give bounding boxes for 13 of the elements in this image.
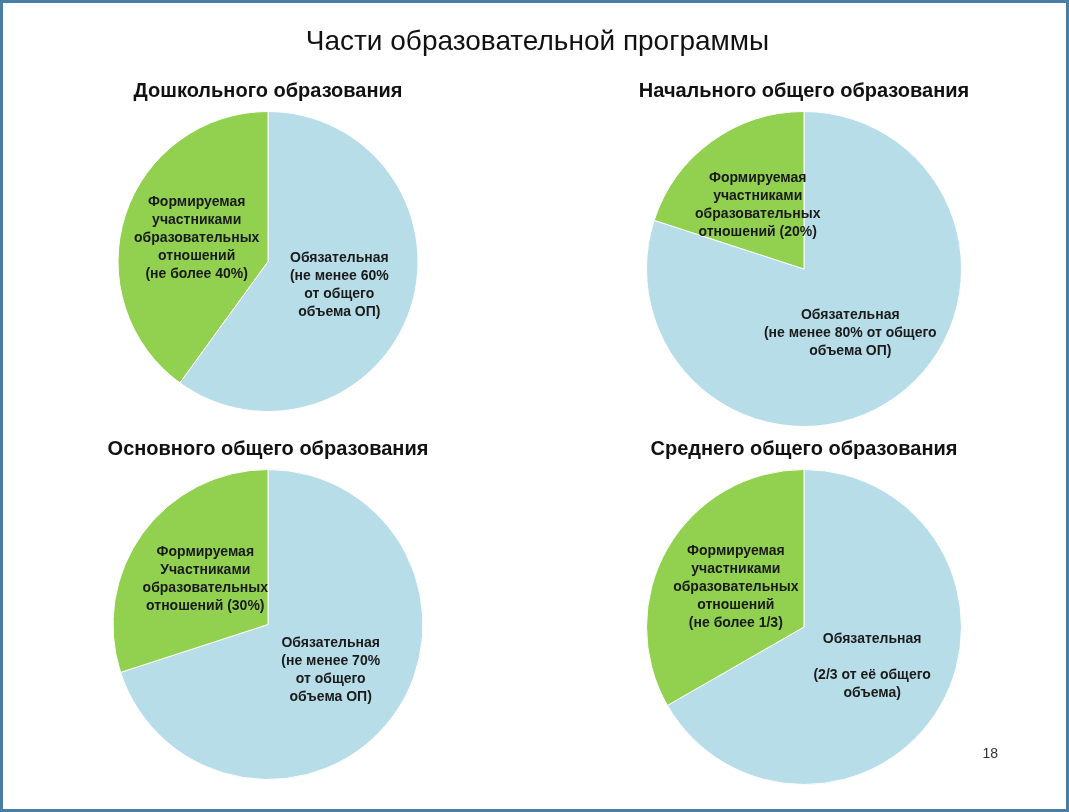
slice-label: Обязательная (не менее 70% от общего объема ОП): [281, 633, 381, 704]
slice-label: Обязательная (не менее 60% от общего объема ОП): [289, 248, 390, 319]
chart-title: Дошкольного образования: [133, 78, 403, 101]
slice-label: Формируемая участниками образовательных отношений (не более 1/3): [673, 542, 799, 631]
slice-label: Формируемая Участниками образовательных отношений (30%): [142, 542, 269, 613]
text: 18: [982, 745, 998, 761]
category-label: Обязательная (2/3 от её общего объема): [813, 630, 931, 701]
chart-title: Основного общего образования: [107, 436, 429, 459]
text: Части образовательной программы: [304, 25, 771, 57]
slice-label: Обязательная (не менее 80% от общего объема ОП): [763, 305, 937, 358]
chart-title: Среднего общего образования: [650, 436, 958, 459]
chart-title: Начального общего образования: [638, 78, 970, 101]
slice-label: Формируемая участниками образовательных отношений (не более 40%): [133, 193, 260, 282]
